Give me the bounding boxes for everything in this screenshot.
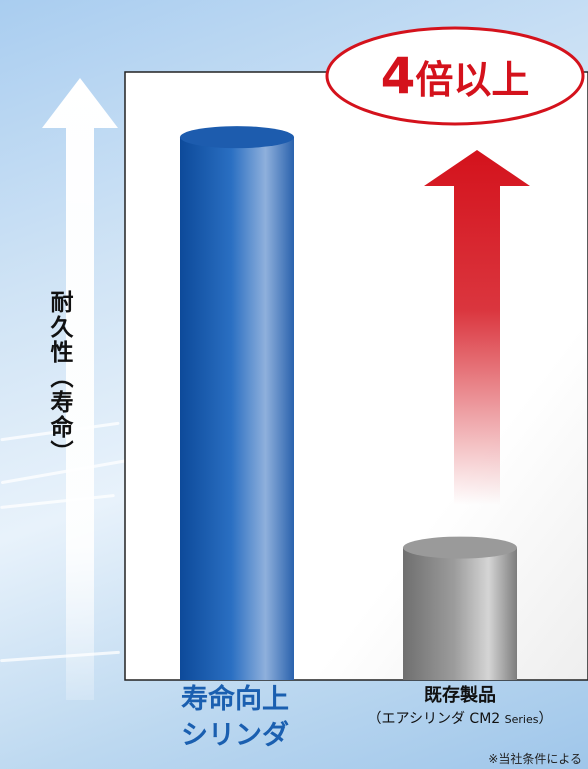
bar-existing-product-top xyxy=(403,536,517,559)
category-label-improved: 寿命向上 シリンダ xyxy=(140,682,330,754)
badge-ellipse xyxy=(325,26,585,126)
category-label-existing: 既存製品 （エアシリンダ CM2 Series） xyxy=(340,684,580,731)
badge-number: 4 xyxy=(380,47,416,105)
bar-existing-product xyxy=(403,536,517,680)
bar-improved-cylinder-top xyxy=(180,126,294,149)
badge-label: 倍以上 xyxy=(415,57,530,102)
bar-improved-cylinder xyxy=(180,126,294,680)
category-label-improved-line1: 寿命向上 xyxy=(181,684,289,715)
category-label-existing-sub: （エアシリンダ CM2 Series） xyxy=(367,711,553,727)
category-label-existing-main: 既存製品 xyxy=(424,685,496,706)
y-axis-arrow xyxy=(42,78,118,700)
bar-improved-cylinder-body xyxy=(180,137,294,680)
footnote: ※当社条件による xyxy=(488,752,582,766)
bar-existing-product-body xyxy=(403,547,517,680)
improvement-arrow xyxy=(424,150,530,505)
y-axis-label: 耐久性（寿命） xyxy=(46,290,72,465)
improvement-badge: 4 倍以上 xyxy=(330,38,580,114)
category-label-improved-line2: シリンダ xyxy=(181,720,289,751)
